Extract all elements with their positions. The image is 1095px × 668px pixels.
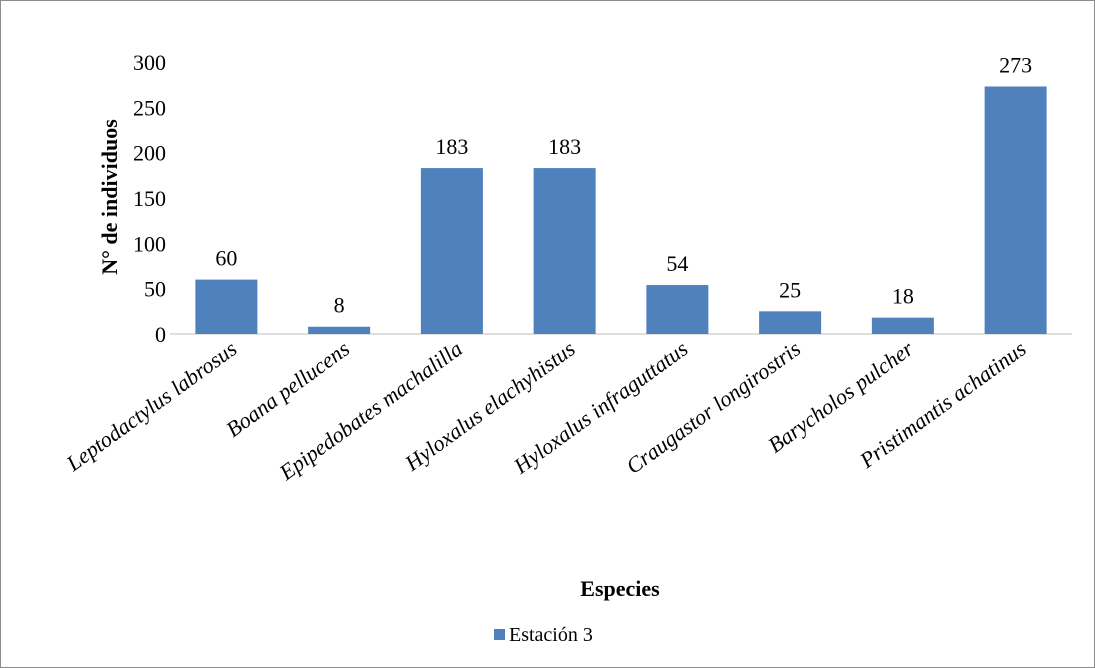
bars <box>195 86 1047 334</box>
bar <box>646 285 709 334</box>
legend-swatch <box>494 629 505 640</box>
data-label: 183 <box>548 134 581 159</box>
y-axis-ticks: 0 50 100 150 200 250 300 <box>133 50 166 347</box>
data-label: 18 <box>892 284 914 309</box>
bar <box>759 311 822 334</box>
data-label: 183 <box>435 134 468 159</box>
bar <box>195 279 258 334</box>
data-labels: 60 8 183 183 54 25 18 273 <box>215 52 1032 317</box>
x-axis-title: Especies <box>580 576 660 601</box>
legend-label: Estación 3 <box>509 624 593 646</box>
bar <box>984 86 1047 334</box>
y-tick-label: 150 <box>133 186 166 211</box>
y-tick-label: 0 <box>155 322 166 347</box>
data-label: 8 <box>334 293 345 318</box>
data-label: 273 <box>999 52 1032 77</box>
bar <box>533 168 596 334</box>
data-label: 25 <box>779 277 801 302</box>
legend: Estación 3 <box>494 624 593 646</box>
bar <box>871 317 934 334</box>
bar <box>308 326 371 334</box>
y-axis-title: N° de individuos <box>97 119 122 275</box>
bar <box>420 168 483 334</box>
y-tick-label: 50 <box>144 277 166 302</box>
x-tick-label: Leptodactylus labrosus <box>61 336 241 477</box>
y-tick-label: 100 <box>133 231 166 256</box>
x-tick-label: Epipedobates machalilla <box>274 336 467 486</box>
y-tick-label: 200 <box>133 141 166 166</box>
y-tick-label: 250 <box>133 95 166 120</box>
data-label: 54 <box>666 251 688 276</box>
y-tick-label: 300 <box>133 50 166 75</box>
data-label: 60 <box>215 246 237 271</box>
